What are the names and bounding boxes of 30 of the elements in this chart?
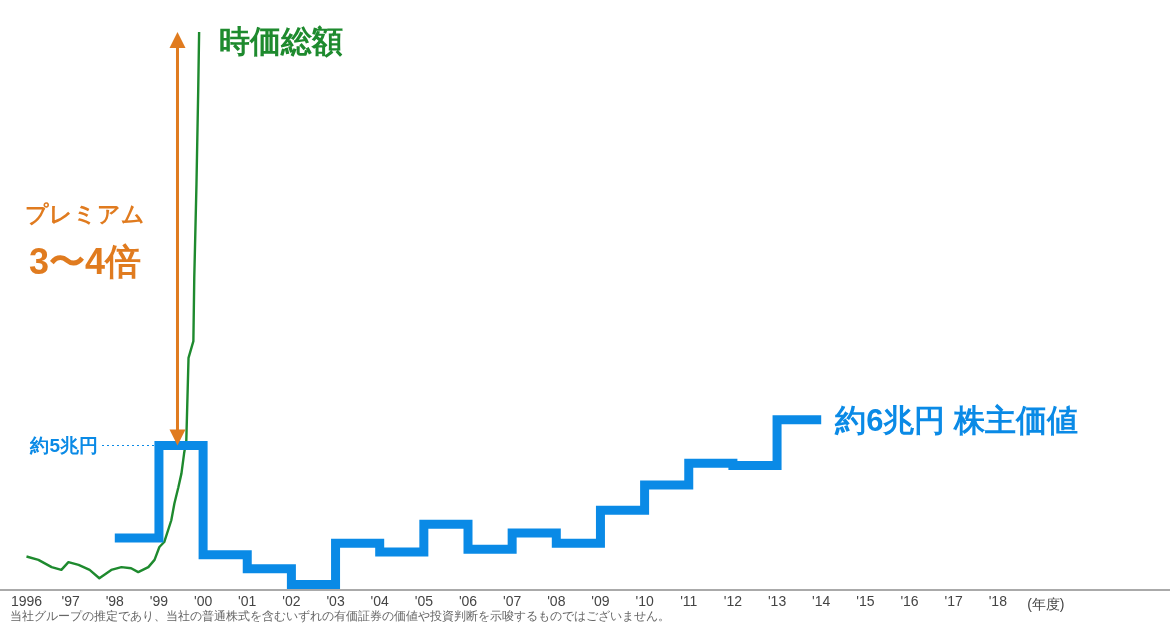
x-tick-label: '13	[767, 593, 787, 609]
x-tick-label: '12	[723, 593, 743, 609]
series-label: 時価総額	[219, 24, 344, 59]
x-tick-label: 1996	[10, 593, 43, 609]
ref-line-label: 約5兆円	[29, 435, 98, 457]
x-tick-label: '98	[105, 593, 125, 609]
x-tick-label: '16	[900, 593, 919, 609]
x-tick-label: '04	[370, 593, 390, 609]
x-tick-label: '14	[812, 593, 831, 609]
x-tick-label: '17	[944, 593, 963, 609]
x-tick-label: '18	[988, 593, 1008, 609]
series-label: 約6兆円 株主価値	[834, 402, 1079, 438]
x-tick-label: '06	[458, 593, 478, 609]
x-tick-label: '02	[282, 593, 301, 609]
x-tick-label: '97	[61, 593, 80, 609]
x-tick-label: '05	[414, 593, 434, 609]
x-tick-label: '11	[680, 593, 698, 609]
x-tick-label: '07	[503, 593, 522, 609]
x-tick-label: '08	[547, 593, 566, 609]
x-tick-label: '99	[149, 593, 169, 609]
x-tick-label: '09	[591, 593, 610, 609]
x-tick-label: '10	[635, 593, 654, 609]
x-tick-label: '00	[193, 593, 213, 609]
x-tick-label: '15	[856, 593, 875, 609]
x-tick-label: '01	[238, 593, 257, 609]
x-tick-label: '03	[326, 593, 345, 609]
annotation: プレミアム	[25, 201, 145, 227]
text: 当社グループの推定であり、当社の普通株式を含むいずれの有価証券の価値や投資判断を示唆するものではございません。	[10, 609, 670, 623]
annotation: 3〜4倍	[28, 241, 142, 282]
x-axis-title: (年度)	[1027, 596, 1065, 612]
